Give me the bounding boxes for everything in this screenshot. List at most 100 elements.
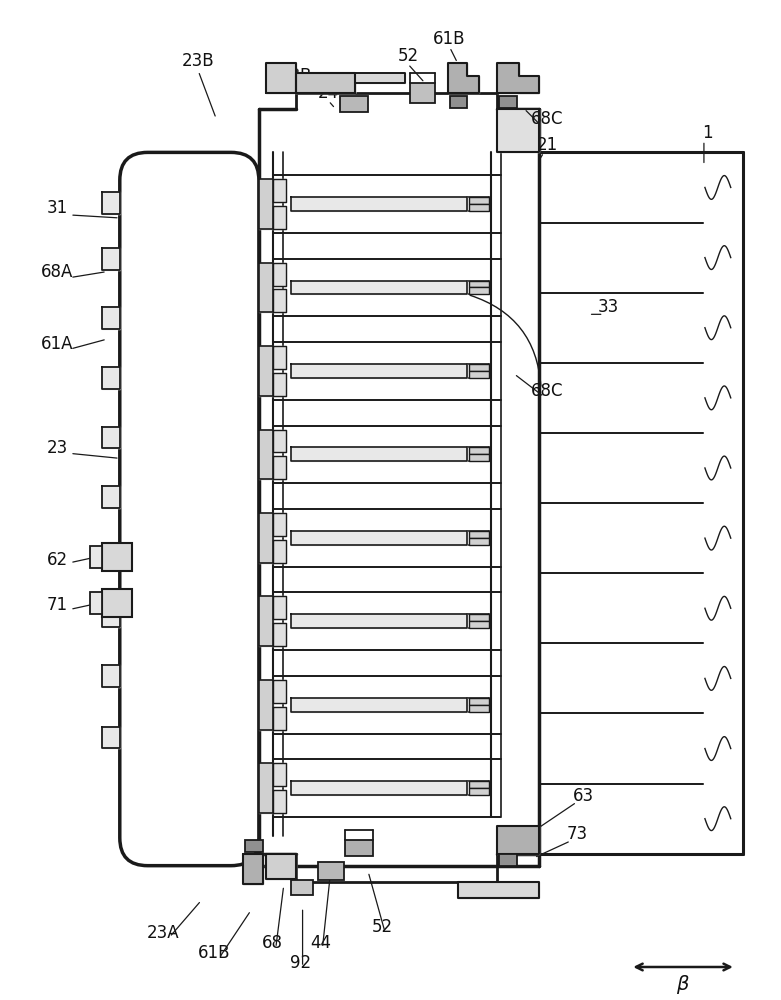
Bar	[469, 447, 490, 454]
Polygon shape	[259, 263, 273, 312]
Polygon shape	[273, 513, 286, 536]
Bar	[469, 538, 490, 545]
Polygon shape	[497, 63, 539, 93]
Bar	[90, 546, 102, 568]
FancyArrowPatch shape	[470, 295, 540, 386]
Polygon shape	[259, 513, 273, 563]
Polygon shape	[291, 698, 468, 712]
Polygon shape	[259, 346, 273, 396]
Text: 68C: 68C	[531, 382, 563, 400]
Bar	[469, 531, 490, 538]
Polygon shape	[266, 854, 296, 879]
Polygon shape	[102, 486, 119, 508]
Polygon shape	[291, 281, 468, 294]
Polygon shape	[102, 307, 119, 329]
Bar	[469, 705, 490, 712]
Polygon shape	[497, 109, 539, 152]
Text: 73: 73	[566, 825, 587, 843]
Polygon shape	[448, 63, 480, 93]
Polygon shape	[273, 289, 286, 312]
Polygon shape	[259, 430, 273, 479]
Bar	[469, 287, 490, 294]
Polygon shape	[273, 790, 286, 813]
Text: 44: 44	[310, 934, 331, 952]
Text: 61A: 61A	[41, 335, 73, 353]
Text: 23A: 23A	[147, 924, 180, 942]
Bar	[469, 197, 490, 204]
Bar	[469, 454, 490, 461]
Polygon shape	[273, 430, 286, 452]
Bar	[469, 371, 490, 378]
Polygon shape	[291, 781, 468, 795]
Polygon shape	[291, 364, 468, 378]
Bar	[469, 788, 490, 795]
Polygon shape	[273, 707, 286, 730]
Polygon shape	[102, 665, 119, 687]
Bar	[469, 698, 490, 705]
Text: 23B: 23B	[182, 52, 215, 70]
Text: 52: 52	[398, 47, 419, 65]
Text: 33: 33	[598, 298, 619, 316]
Polygon shape	[273, 596, 286, 619]
Bar	[410, 83, 435, 103]
Text: 68B: 68B	[280, 67, 312, 85]
Bar	[469, 281, 490, 287]
Polygon shape	[273, 680, 286, 703]
Polygon shape	[458, 882, 539, 898]
Polygon shape	[102, 427, 119, 448]
Polygon shape	[273, 540, 286, 563]
Polygon shape	[291, 447, 468, 461]
Polygon shape	[273, 456, 286, 479]
Bar	[90, 592, 102, 614]
Polygon shape	[259, 596, 273, 646]
Polygon shape	[259, 763, 273, 813]
Polygon shape	[273, 346, 286, 369]
Bar	[499, 854, 517, 866]
Polygon shape	[497, 826, 539, 854]
Bar	[469, 204, 490, 211]
Polygon shape	[273, 623, 286, 646]
Bar	[102, 543, 132, 571]
Polygon shape	[102, 248, 119, 270]
Text: 24: 24	[318, 84, 339, 102]
Bar	[345, 840, 373, 856]
Polygon shape	[291, 614, 468, 628]
Text: 61B: 61B	[198, 944, 230, 962]
Bar	[319, 862, 344, 880]
FancyBboxPatch shape	[119, 152, 259, 866]
Text: 68C: 68C	[531, 110, 563, 128]
Bar	[245, 840, 263, 852]
Polygon shape	[296, 73, 355, 93]
Polygon shape	[102, 367, 119, 389]
Polygon shape	[243, 854, 263, 884]
Polygon shape	[273, 263, 286, 286]
Polygon shape	[259, 179, 273, 229]
Polygon shape	[291, 197, 468, 211]
Bar	[341, 96, 368, 112]
Bar	[291, 880, 312, 895]
Text: 62: 62	[47, 551, 68, 569]
Text: 52: 52	[372, 918, 393, 936]
Polygon shape	[102, 727, 119, 748]
Text: 68A: 68A	[41, 263, 73, 281]
Text: 23: 23	[47, 439, 68, 457]
Polygon shape	[291, 531, 468, 545]
Bar	[469, 621, 490, 628]
Polygon shape	[259, 680, 273, 730]
Text: 63: 63	[573, 787, 594, 805]
Text: 31: 31	[47, 199, 68, 217]
Polygon shape	[273, 206, 286, 229]
Polygon shape	[102, 605, 119, 627]
Bar	[450, 96, 468, 108]
Polygon shape	[273, 373, 286, 396]
Polygon shape	[355, 73, 405, 93]
Text: 61B: 61B	[433, 30, 465, 48]
Text: 21: 21	[537, 136, 558, 154]
Polygon shape	[102, 192, 119, 214]
Text: 71: 71	[47, 596, 68, 614]
Bar	[102, 589, 132, 617]
Bar	[469, 364, 490, 371]
Text: $\beta$: $\beta$	[676, 973, 690, 996]
Bar	[469, 781, 490, 788]
Bar	[469, 614, 490, 621]
